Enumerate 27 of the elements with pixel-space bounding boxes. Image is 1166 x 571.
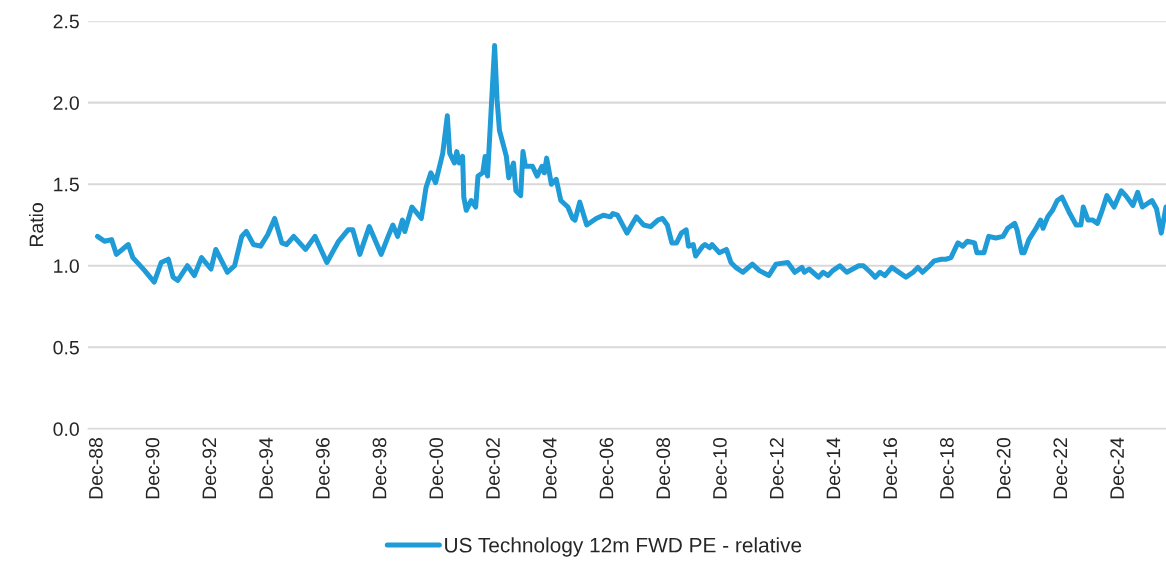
legend-label: US Technology 12m FWD PE - relative xyxy=(445,537,802,557)
x-tick-label: Dec-92 xyxy=(202,438,217,499)
x-tick-label: Dec-14 xyxy=(826,437,841,499)
y-tick-label: 2.0 xyxy=(53,96,79,110)
y-tick-label: 0.0 xyxy=(53,422,79,437)
y-tick-label: 1.0 xyxy=(54,259,79,273)
x-tick-label: Dec-08 xyxy=(656,438,671,499)
x-tick-label: Dec-16 xyxy=(883,438,898,499)
x-tick-label: Dec-04 xyxy=(542,437,557,499)
x-tick-label: Dec-06 xyxy=(599,438,614,499)
x-tick-label: Dec-20 xyxy=(996,437,1011,499)
y-axis-title: Ratio xyxy=(28,203,44,247)
x-tick-label: Dec-94 xyxy=(259,437,273,499)
y-tick-label: 0.5 xyxy=(53,340,79,355)
y-tick-label: 1.5 xyxy=(54,177,79,192)
x-tick-label: Dec-22 xyxy=(1053,438,1068,499)
x-tick-label: Dec-00 xyxy=(429,437,444,499)
y-tick-label: 2.5 xyxy=(53,14,79,29)
x-tick-label: Dec-90 xyxy=(145,437,160,499)
x-tick-label: Dec-98 xyxy=(372,438,387,499)
x-tick-label: Dec-18 xyxy=(939,438,954,499)
x-tick-label: Dec-88 xyxy=(88,438,103,499)
x-tick-label: Dec-96 xyxy=(315,438,330,499)
x-tick-label: Dec-24 xyxy=(1110,437,1124,499)
x-tick-label: Dec-12 xyxy=(769,438,784,499)
x-tick-label: Dec-10 xyxy=(713,437,727,499)
x-tick-label: Dec-02 xyxy=(486,438,500,499)
